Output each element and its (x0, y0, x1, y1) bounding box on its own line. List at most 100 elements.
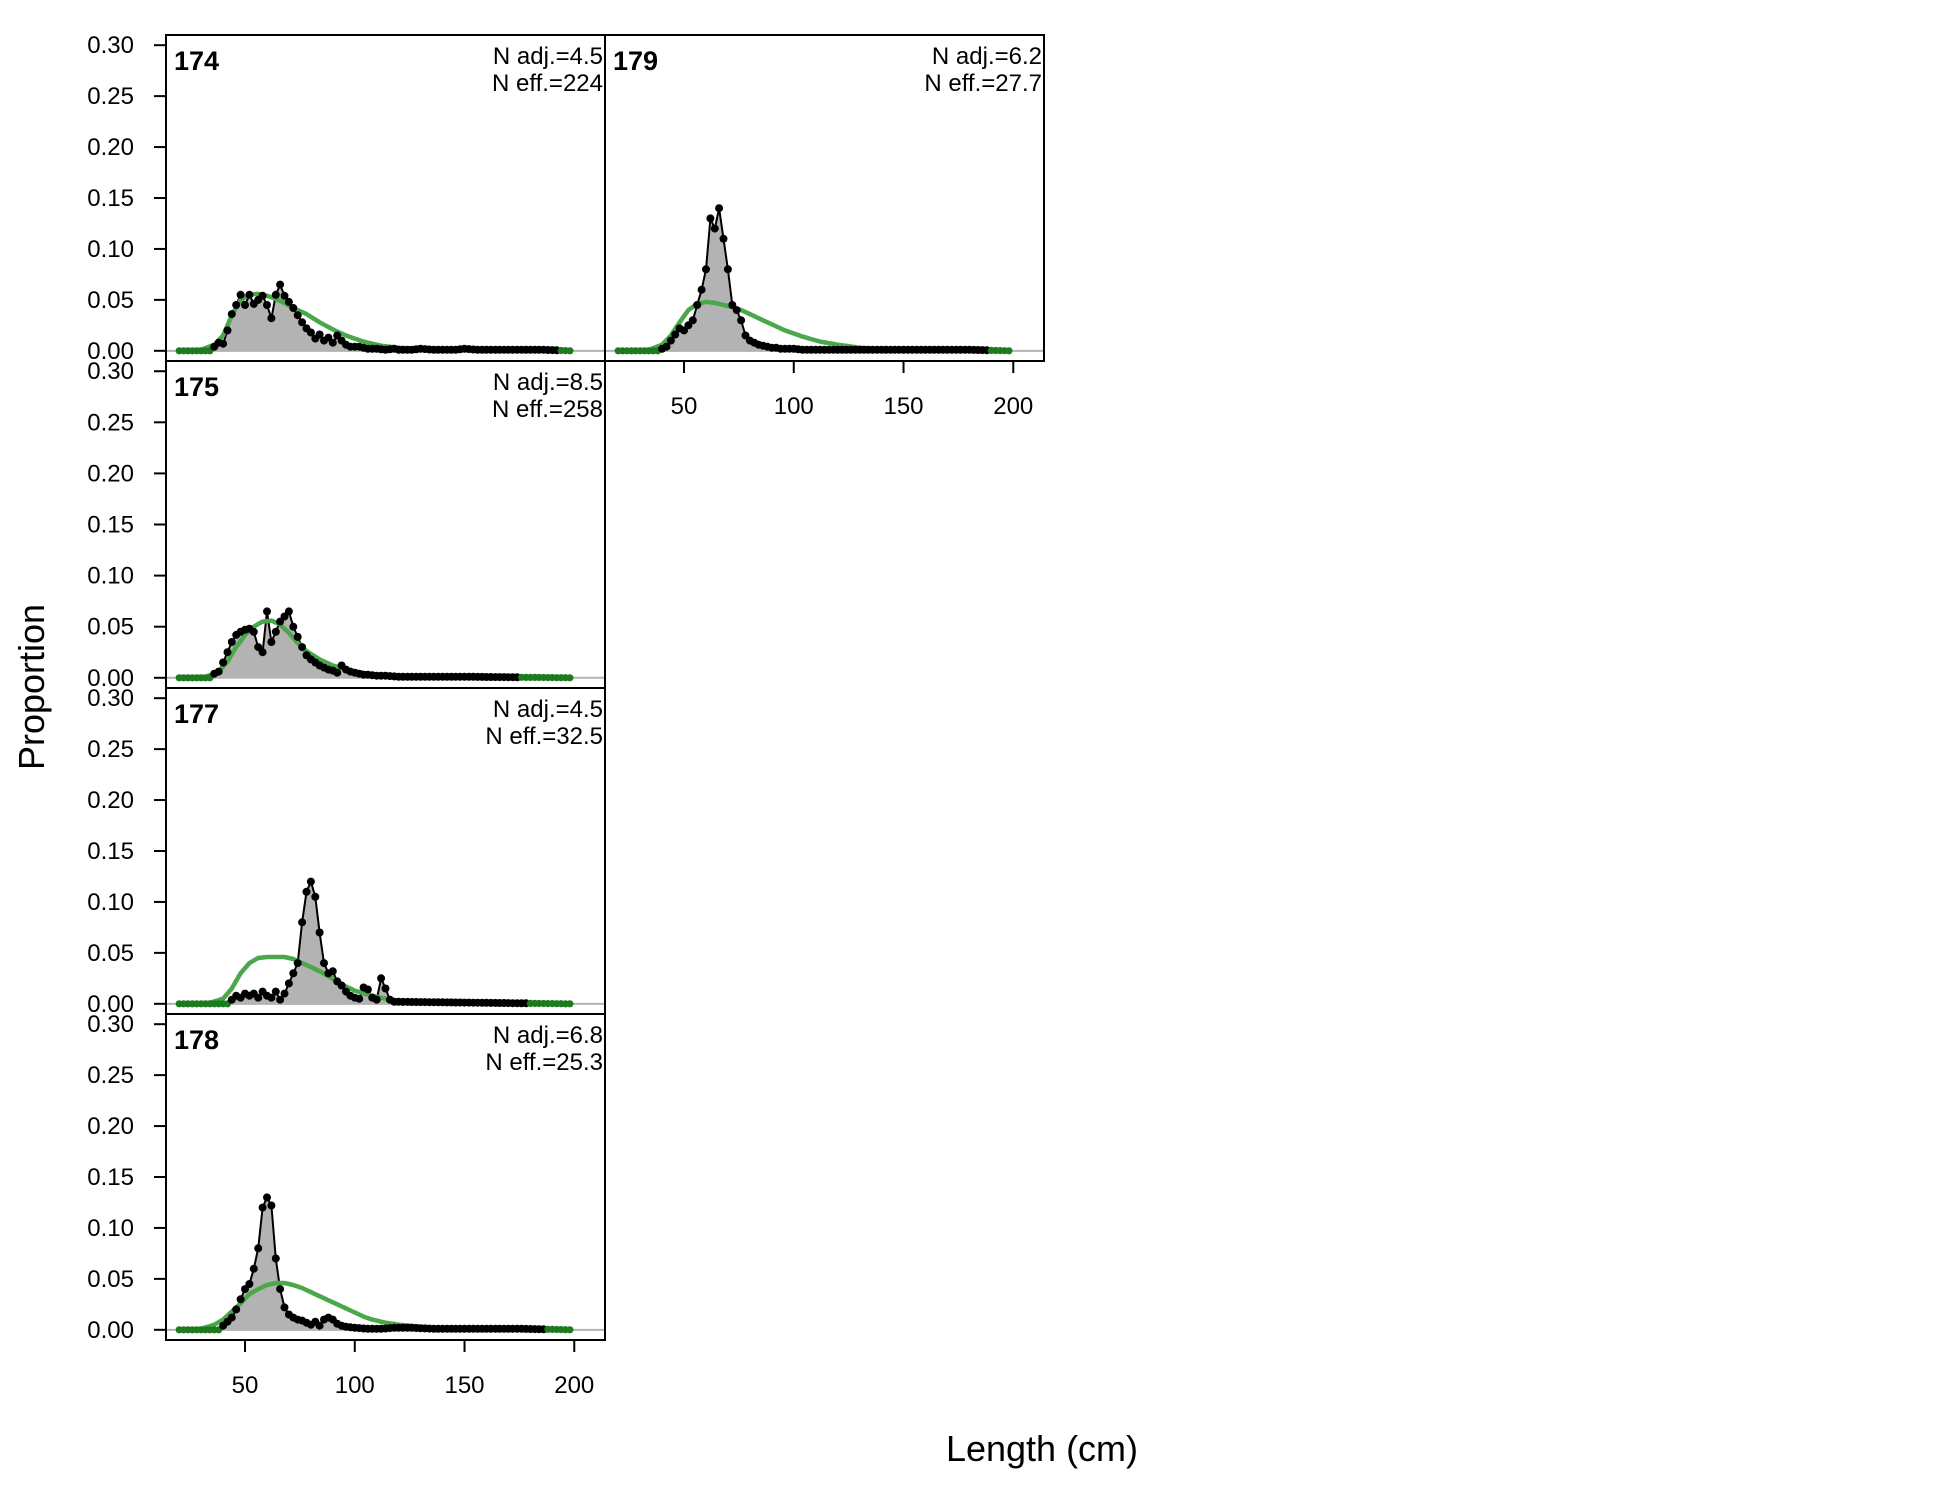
observed-point (311, 892, 320, 901)
observed-point (306, 328, 315, 337)
y-tick-label: 0.00 (87, 991, 134, 1018)
n-adj-label: N adj.=8.5 (493, 369, 603, 396)
panel-175: 175 N adj.=8.5N eff.=258 0.00 0.05 0.10 0.15 0… (87, 358, 606, 692)
observed-point (732, 306, 741, 315)
observed-point (276, 995, 285, 1004)
y-tick-label: 0.30 (87, 685, 134, 712)
x-tick-label: 50 (671, 393, 698, 420)
observed-point (223, 648, 232, 657)
observed-point (227, 638, 236, 646)
y-tick-label: 0.15 (87, 185, 134, 212)
y-axis-title: Proportion (11, 604, 52, 770)
y-tick-label: 0.00 (87, 338, 134, 365)
y-tick-label: 0.30 (87, 358, 134, 385)
observed-point (666, 336, 675, 345)
observed-point (249, 627, 258, 636)
observed-point (267, 638, 276, 646)
observed-point (241, 301, 249, 309)
panel-label: 174 (174, 46, 219, 76)
observed-point (280, 1303, 289, 1312)
y-tick-label: 0.05 (87, 940, 134, 967)
observed-point (280, 291, 289, 300)
observed-point (363, 985, 372, 994)
observed-point (267, 314, 276, 323)
observed-point (245, 290, 254, 299)
observed-point (328, 338, 337, 347)
panel-label: 179 (613, 46, 658, 76)
observed-point (293, 632, 302, 641)
observed-area (179, 1197, 570, 1330)
observed-point (276, 1285, 285, 1294)
y-tick-label: 0.25 (87, 1062, 134, 1089)
observed-point (232, 1305, 241, 1314)
y-tick-label: 0.20 (87, 1113, 134, 1140)
observed-point (293, 959, 302, 968)
observed-point (1005, 347, 1013, 355)
y-tick-label: 0.15 (87, 838, 134, 865)
observed-point (355, 994, 364, 1003)
observed-point (337, 981, 346, 990)
observed-point (306, 877, 315, 886)
observed-point (710, 224, 719, 233)
observed-point (315, 928, 324, 937)
observed-point (328, 967, 337, 976)
observed-point (214, 667, 223, 676)
observed-point (719, 234, 728, 243)
observed-area (179, 611, 570, 678)
observed-point (258, 1203, 267, 1212)
y-tick-label: 0.10 (87, 563, 134, 590)
n-adj-label: N adj.=4.5 (493, 43, 603, 70)
x-tick-label: 150 (883, 393, 923, 420)
observed-point (245, 1280, 254, 1288)
observed-point (706, 214, 715, 223)
observed-point (236, 290, 245, 299)
observed-point (298, 918, 307, 927)
observed-point (254, 1244, 263, 1253)
observed-point (315, 1321, 324, 1330)
observed-point (219, 339, 228, 348)
observed-point (289, 622, 298, 631)
x-tick-label: 200 (993, 393, 1033, 420)
y-tick-label: 0.10 (87, 1215, 134, 1242)
y-tick-label: 0.00 (87, 1317, 134, 1344)
observed-point (320, 959, 328, 968)
n-eff-label: N eff.=27.7 (924, 70, 1042, 97)
observed-line (179, 878, 570, 1005)
x-tick-label: 100 (774, 393, 814, 420)
observed-point (293, 311, 302, 320)
observed-point (267, 993, 276, 1002)
observed-point (232, 301, 241, 309)
x-tick-label: 200 (554, 1372, 594, 1399)
y-tick-label: 0.10 (87, 236, 134, 263)
observed-point (315, 330, 324, 339)
n-adj-label: N adj.=6.2 (932, 43, 1042, 70)
observed-point (333, 668, 342, 677)
observed-point (566, 347, 574, 355)
observed-point (289, 304, 298, 312)
panel-label: 177 (174, 699, 219, 729)
y-tick-label: 0.30 (87, 1011, 134, 1038)
panel-label: 175 (174, 372, 219, 402)
observed-point (263, 301, 271, 309)
observed-point (249, 1264, 258, 1273)
n-eff-label: N eff.=25.3 (485, 1049, 603, 1076)
observed-point (671, 330, 680, 339)
y-tick-label: 0.30 (87, 32, 134, 59)
observed-point (723, 265, 732, 274)
observed-point (302, 887, 311, 896)
observed-point (693, 301, 702, 309)
y-tick-label: 0.25 (87, 409, 134, 436)
panel-177: 177 N adj.=4.5N eff.=32.5 0.00 0.05 0.10 0.15… (87, 685, 606, 1018)
observed-point (715, 204, 724, 213)
observed-point (271, 290, 280, 299)
observed-point (284, 607, 293, 616)
y-tick-label: 0.20 (87, 787, 134, 814)
x-tick-label: 100 (335, 1372, 375, 1399)
observed-point (219, 658, 228, 667)
n-eff-label: N eff.=32.5 (485, 723, 603, 750)
y-tick-label: 0.25 (87, 736, 134, 763)
observed-point (289, 969, 298, 978)
n-adj-label: N adj.=4.5 (493, 696, 603, 723)
observed-point (284, 297, 293, 306)
y-tick-label: 0.15 (87, 1164, 134, 1191)
